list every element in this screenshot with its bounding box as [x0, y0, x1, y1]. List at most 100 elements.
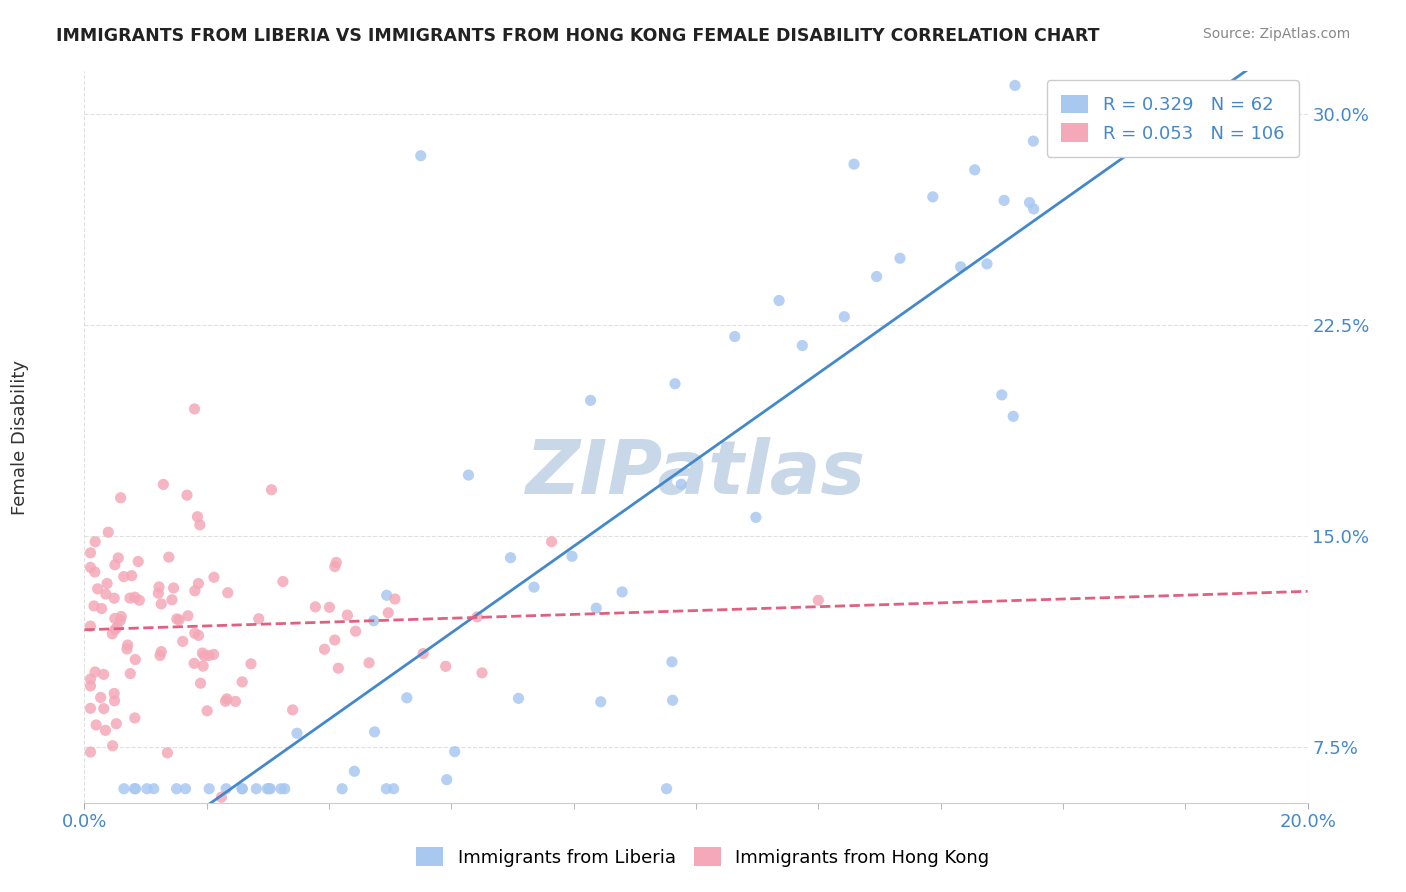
Point — [160, 592, 183, 607]
Point — [184, 626, 207, 640]
Point — [589, 695, 612, 709]
Point — [991, 388, 1014, 402]
Point — [79, 560, 101, 574]
Point — [865, 269, 887, 284]
Point — [395, 690, 418, 705]
Point — [832, 310, 855, 324]
Legend: R = 0.329   N = 62, R = 0.053   N = 106: R = 0.329 N = 62, R = 0.053 N = 106 — [1046, 80, 1299, 157]
Point — [94, 723, 117, 738]
Point — [336, 608, 359, 623]
Point — [79, 745, 101, 759]
Point — [471, 665, 494, 680]
Point — [465, 610, 488, 624]
Point — [285, 726, 308, 740]
Point — [214, 694, 236, 708]
Point — [655, 781, 678, 796]
Point — [523, 580, 546, 594]
Point — [976, 257, 998, 271]
Point — [375, 781, 398, 796]
Y-axis label: Female Disability: Female Disability — [11, 359, 28, 515]
Point — [661, 655, 683, 669]
Point — [256, 781, 278, 796]
Point — [110, 613, 132, 627]
Point — [963, 162, 986, 177]
Point — [921, 190, 943, 204]
Point — [1002, 409, 1025, 424]
Point — [142, 781, 165, 796]
Legend: Immigrants from Liberia, Immigrants from Hong Kong: Immigrants from Liberia, Immigrants from… — [409, 840, 997, 874]
Point — [103, 694, 125, 708]
Point — [104, 611, 127, 625]
Point — [344, 624, 367, 639]
Point — [745, 510, 768, 524]
Point — [661, 693, 683, 707]
Point — [363, 614, 385, 628]
Point — [409, 149, 432, 163]
Point — [83, 565, 105, 579]
Point — [186, 509, 208, 524]
Point — [664, 376, 686, 391]
Point — [90, 690, 112, 705]
Point — [671, 477, 693, 491]
Point — [148, 586, 170, 600]
Point — [271, 574, 294, 589]
Point — [270, 781, 292, 796]
Point — [120, 666, 142, 681]
Point — [148, 580, 170, 594]
Point — [314, 642, 336, 657]
Point — [183, 657, 205, 671]
Point — [540, 534, 562, 549]
Point — [343, 764, 366, 779]
Point — [610, 585, 633, 599]
Point — [166, 612, 188, 626]
Point — [211, 790, 233, 805]
Point — [124, 711, 146, 725]
Point — [103, 686, 125, 700]
Point — [162, 581, 184, 595]
Point — [260, 483, 283, 497]
Point — [101, 739, 124, 753]
Point — [107, 550, 129, 565]
Point — [79, 619, 101, 633]
Point — [128, 593, 150, 607]
Point — [187, 576, 209, 591]
Point — [104, 558, 127, 572]
Point — [90, 601, 112, 615]
Point — [357, 656, 380, 670]
Point — [94, 587, 117, 601]
Point — [103, 591, 125, 606]
Point — [198, 648, 221, 663]
Point — [198, 781, 221, 796]
Point — [104, 623, 127, 637]
Point — [215, 781, 238, 796]
Point — [149, 648, 172, 663]
Point — [79, 679, 101, 693]
Point — [231, 781, 253, 796]
Point — [184, 583, 207, 598]
Point — [167, 613, 190, 627]
Point — [993, 194, 1015, 208]
Point — [172, 634, 194, 648]
Point — [110, 609, 132, 624]
Point — [190, 676, 212, 690]
Point — [79, 701, 101, 715]
Point — [84, 534, 107, 549]
Point — [325, 556, 347, 570]
Point — [561, 549, 583, 564]
Point — [807, 593, 830, 607]
Point — [124, 590, 146, 604]
Point — [191, 659, 214, 673]
Point — [215, 691, 238, 706]
Point — [105, 620, 128, 634]
Point — [259, 781, 281, 796]
Point — [79, 672, 101, 686]
Point — [166, 781, 188, 796]
Point — [323, 559, 346, 574]
Point — [443, 745, 465, 759]
Point — [79, 546, 101, 560]
Point — [187, 628, 209, 642]
Point — [304, 599, 326, 614]
Point — [382, 781, 405, 796]
Point — [273, 781, 295, 796]
Point — [1018, 195, 1040, 210]
